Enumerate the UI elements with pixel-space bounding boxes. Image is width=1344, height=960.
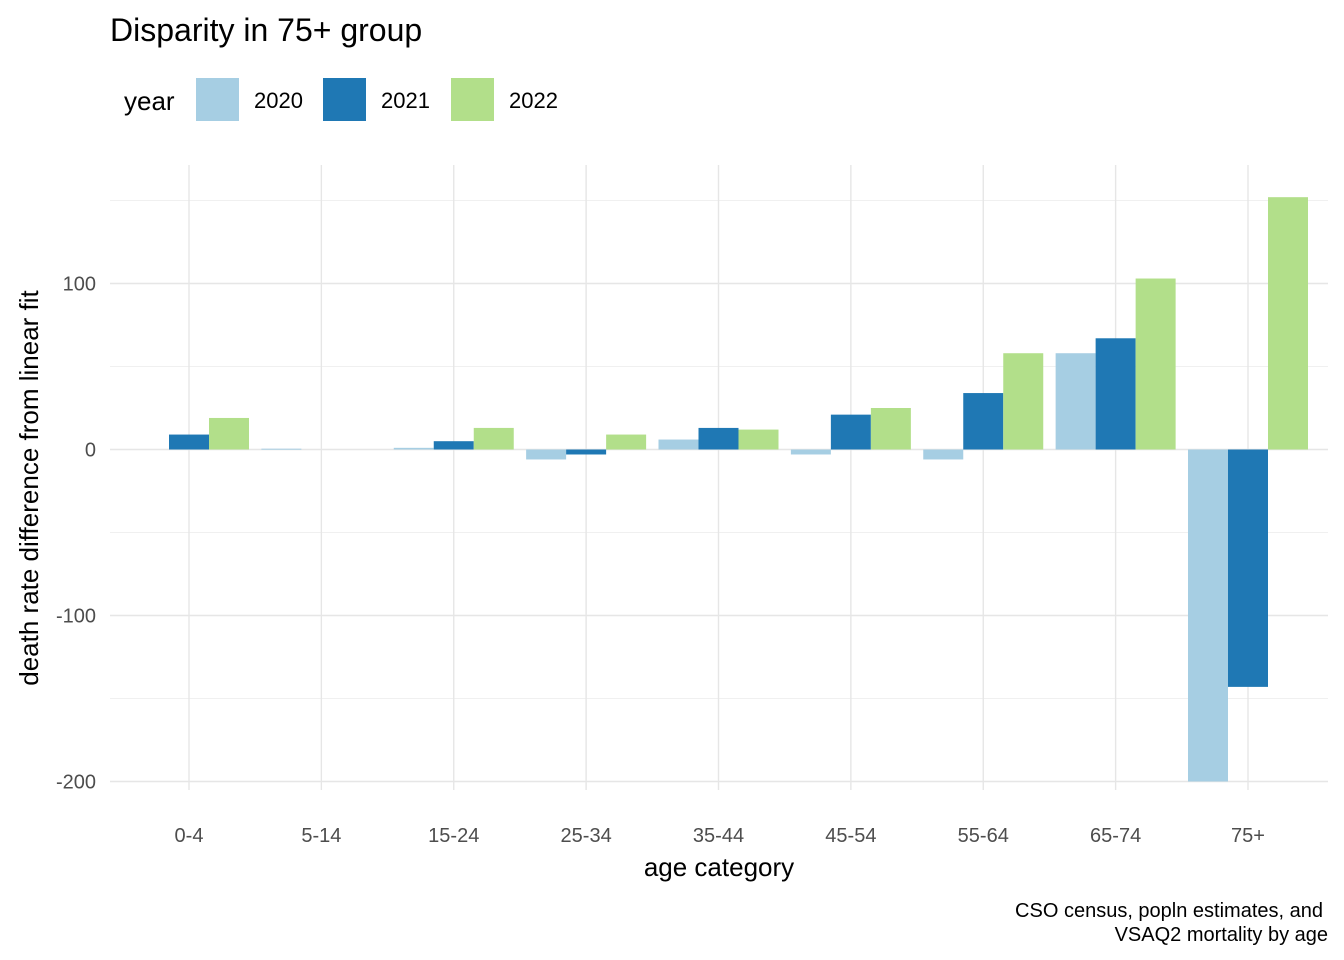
bar-2022-45-54 bbox=[870, 408, 911, 450]
chart-title: Disparity in 75+ group bbox=[110, 12, 422, 48]
x-axis-ticks: 0-4 5-14 15-24 25-34 35-44 45-54 55-64 65-74 75+ bbox=[175, 825, 1265, 847]
bar-2020-75+ bbox=[1188, 449, 1228, 782]
bar-2020-25-34 bbox=[526, 449, 567, 460]
y-tick-label: -200 bbox=[56, 772, 96, 794]
bar-2022-35-44 bbox=[738, 429, 779, 450]
caption-line-2: VSAQ2 mortality by age bbox=[1115, 924, 1328, 946]
bar-2022-25-34 bbox=[606, 434, 647, 450]
y-tick-label: -100 bbox=[56, 606, 96, 628]
y-axis-title: death rate difference from linear fit bbox=[14, 289, 44, 685]
bar-2021-25-34 bbox=[566, 449, 607, 455]
legend-label-2022: 2022 bbox=[509, 88, 558, 113]
legend-title: year bbox=[124, 86, 175, 116]
bars bbox=[169, 197, 1308, 782]
bar-2022-75+ bbox=[1268, 197, 1308, 450]
bar-2021-55-64 bbox=[963, 393, 1004, 450]
bar-2022-0-4 bbox=[209, 417, 249, 450]
bar-2020-65-74 bbox=[1055, 353, 1096, 450]
x-tick-label: 75+ bbox=[1231, 825, 1265, 847]
bar-2020-15-24 bbox=[393, 447, 434, 450]
y-tick-label: 100 bbox=[63, 274, 96, 296]
x-tick-label: 65-74 bbox=[1090, 825, 1141, 847]
bar-2021-75+ bbox=[1228, 449, 1268, 687]
x-tick-label: 45-54 bbox=[825, 825, 876, 847]
y-tick-label: 0 bbox=[85, 440, 96, 462]
x-tick-label: 0-4 bbox=[175, 825, 204, 847]
bar-2020-45-54 bbox=[790, 449, 831, 455]
caption-line-1: CSO census, popln estimates, and bbox=[1015, 900, 1323, 922]
x-tick-label: 25-34 bbox=[561, 825, 612, 847]
legend-label-2021: 2021 bbox=[381, 88, 430, 113]
bar-2021-0-4 bbox=[169, 434, 209, 450]
x-tick-label: 5-14 bbox=[301, 825, 341, 847]
legend-label-2020: 2020 bbox=[254, 88, 303, 113]
bar-2022-15-24 bbox=[473, 427, 514, 450]
x-axis-title: age category bbox=[644, 852, 794, 882]
bar-2020-35-44 bbox=[658, 439, 699, 450]
legend-key-2021 bbox=[323, 78, 366, 121]
legend: year 2020 2021 2022 bbox=[124, 78, 558, 121]
bar-2021-15-24 bbox=[433, 441, 474, 450]
bar-2021-35-44 bbox=[698, 427, 739, 450]
x-tick-label: 35-44 bbox=[693, 825, 744, 847]
bar-2021-45-54 bbox=[830, 414, 871, 450]
grid bbox=[110, 165, 1328, 790]
legend-items: 2020 2021 2022 bbox=[196, 78, 558, 121]
x-tick-label: 55-64 bbox=[958, 825, 1009, 847]
legend-key-2020 bbox=[196, 78, 239, 121]
bar-2022-65-74 bbox=[1135, 278, 1176, 450]
x-tick-label: 15-24 bbox=[428, 825, 479, 847]
legend-key-2022 bbox=[451, 78, 494, 121]
bar-2021-65-74 bbox=[1095, 338, 1136, 450]
y-axis-ticks: -200 -100 0 100 bbox=[56, 274, 96, 794]
bar-2020-5-14 bbox=[261, 448, 302, 450]
bar-2020-55-64 bbox=[923, 449, 964, 460]
bar-2022-55-64 bbox=[1003, 353, 1044, 450]
